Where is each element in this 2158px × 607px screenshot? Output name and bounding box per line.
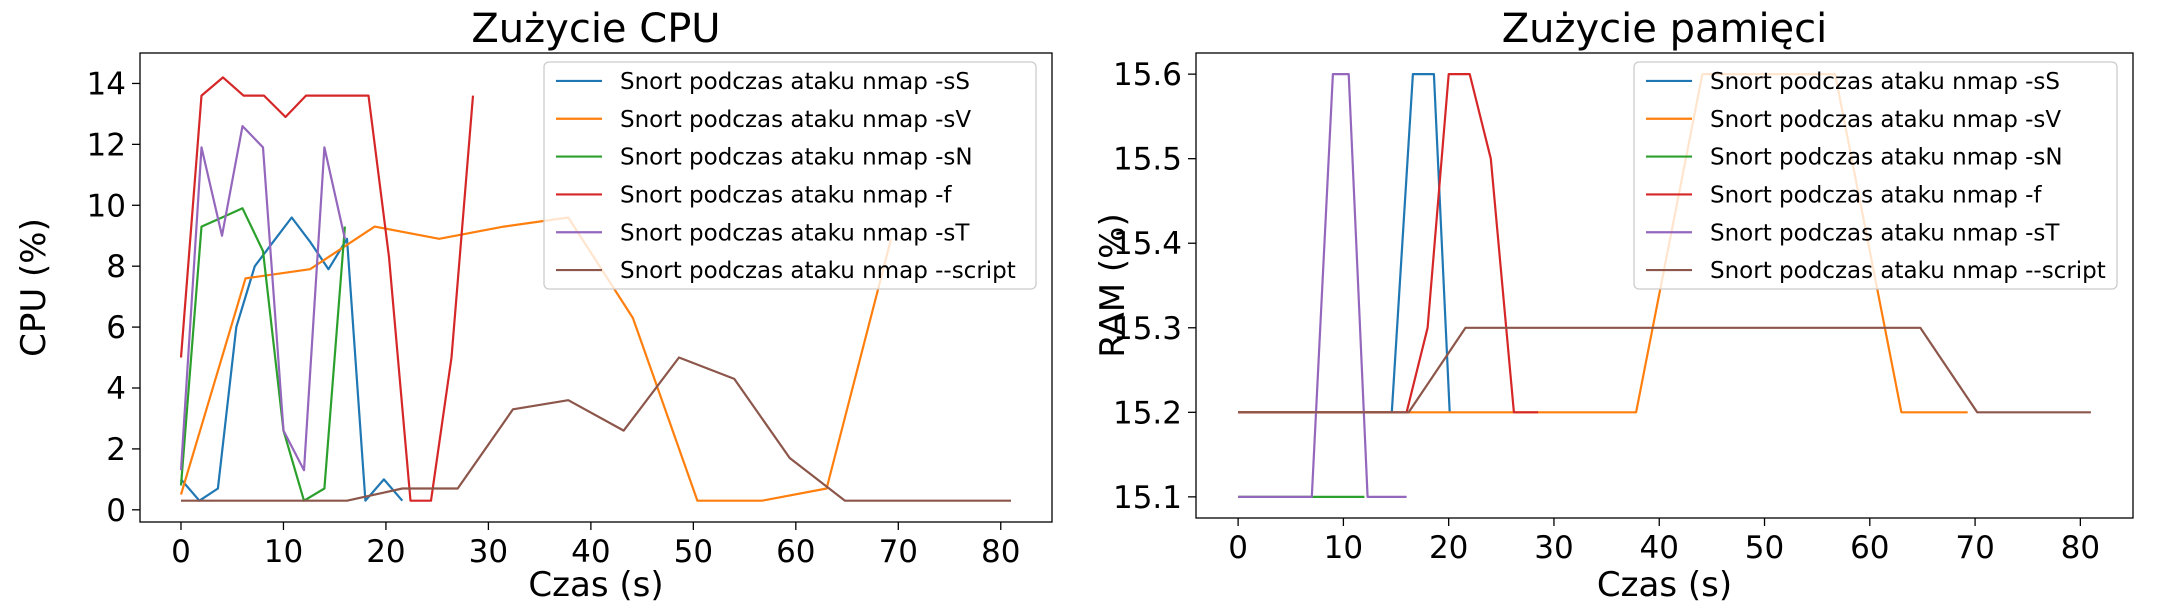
x-tick-label: 20 xyxy=(366,534,405,570)
x-axis-label: Czas (s) xyxy=(1597,565,1732,603)
legend-box xyxy=(1633,61,2118,290)
legend-label: Snort podczas ataku nmap -sV xyxy=(620,107,971,133)
x-tick-label: 10 xyxy=(264,534,303,570)
x-tick-label: 80 xyxy=(2061,530,2100,566)
series-line-5 xyxy=(181,356,1011,502)
legend-label: Snort podczas ataku nmap -sS xyxy=(1710,69,2060,95)
y-tick-label: 15.3 xyxy=(1113,311,1182,347)
plot-frame xyxy=(1195,52,2134,519)
x-tick-label: 60 xyxy=(776,534,815,570)
y-axis-label: RAM (%) xyxy=(1093,213,1133,357)
legend-label: Snort podczas ataku nmap -sN xyxy=(620,145,973,171)
legend-label: Snort podczas ataku nmap -f xyxy=(1710,182,2042,208)
series-lines xyxy=(179,76,1011,502)
y-tick-label: 10 xyxy=(87,188,126,224)
legend-label: Snort podczas ataku nmap -f xyxy=(620,182,952,208)
y-tick-label: 15.2 xyxy=(1113,395,1182,431)
cpu-usage-chart: Zużycie CPU 0 10 20 30 40 50 60 70 80 0 2 4 6 8 10 12 14 C… xyxy=(0,0,1079,605)
x-tick-label: 50 xyxy=(674,534,713,570)
legend-label: Snort podczas ataku nmap -sT xyxy=(1710,220,2060,246)
x-tick-label: 70 xyxy=(879,534,918,570)
legend-label: Snort podczas ataku nmap -sV xyxy=(1710,107,2061,133)
series-line-3 xyxy=(1238,72,1539,414)
legend-label: Snort podczas ataku nmap --script xyxy=(620,258,1016,284)
series-line-4 xyxy=(1238,72,1407,498)
x-tick-label: 70 xyxy=(1955,530,1994,566)
y-tick-label: 0 xyxy=(106,493,126,529)
y-tick-label: 4 xyxy=(106,371,126,407)
chart-title: Zużycie pamięci xyxy=(1502,6,1828,52)
y-tick-label: 15.5 xyxy=(1113,142,1182,178)
legend-label: Snort podczas ataku nmap -sN xyxy=(1710,145,2063,171)
y-tick-label: 6 xyxy=(106,310,126,346)
x-tick-label: 40 xyxy=(571,534,610,570)
series-line-5 xyxy=(1238,326,2091,414)
series-lines xyxy=(1238,72,2091,498)
x-axis-label: Czas (s) xyxy=(528,565,663,603)
series-line-0 xyxy=(180,216,404,502)
x-tick-label: 10 xyxy=(1324,530,1363,566)
x-tick-label: 40 xyxy=(1640,530,1679,566)
chart-title: Zużycie CPU xyxy=(471,6,720,52)
y-tick-label: 12 xyxy=(87,127,126,163)
y-tick-label: 15.1 xyxy=(1113,480,1182,516)
series-line-3 xyxy=(179,76,475,502)
series-line-4 xyxy=(179,124,346,472)
series-line-2 xyxy=(179,207,346,502)
x-tick-label: 30 xyxy=(1534,530,1573,566)
y-axis-label: CPU (%) xyxy=(14,218,54,357)
legend-label: Snort podczas ataku nmap -sT xyxy=(620,220,970,246)
plot-frame xyxy=(139,52,1053,523)
x-tick-label: 60 xyxy=(1850,530,1889,566)
y-tick-label: 15.6 xyxy=(1113,57,1182,93)
x-tick-label: 0 xyxy=(171,534,191,570)
legend-box xyxy=(543,61,1037,290)
y-tick-label: 8 xyxy=(106,249,126,285)
y-tick-label: 2 xyxy=(106,432,126,468)
y-tick-label: 15.4 xyxy=(1113,226,1182,262)
ram-chart-svg: Zużycie pamięci 0 10 20 30 40 50 60 70 80 15.1 15.2… xyxy=(1093,6,2134,605)
series-line-1 xyxy=(179,216,893,502)
series-line-0 xyxy=(1238,72,1451,414)
y-tick-label: 14 xyxy=(87,66,126,102)
x-tick-label: 0 xyxy=(1228,530,1248,566)
x-tick-label: 50 xyxy=(1745,530,1784,566)
x-tick-label: 20 xyxy=(1429,530,1468,566)
legend: Snort podczas ataku nmap -sS Snort podcza… xyxy=(1633,61,2118,290)
cpu-chart-svg: Zużycie CPU 0 10 20 30 40 50 60 70 80 0 2 4 6 8 10 12 14 C… xyxy=(14,6,1053,605)
x-tick-label: 30 xyxy=(469,534,508,570)
x-tick-label: 80 xyxy=(981,534,1020,570)
legend-label: Snort podczas ataku nmap -sS xyxy=(620,69,970,95)
memory-usage-chart: Zużycie pamięci 0 10 20 30 40 50 60 70 80 15.1 15.2… xyxy=(1079,0,2158,605)
legend: Snort podczas ataku nmap -sS Snort podcza… xyxy=(543,61,1037,290)
legend-label: Snort podczas ataku nmap --script xyxy=(1710,258,2106,284)
